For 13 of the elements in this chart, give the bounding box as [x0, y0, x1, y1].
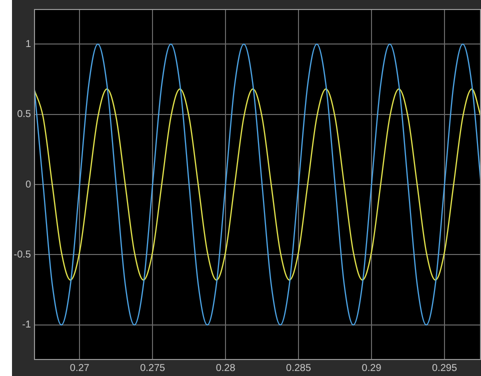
y-tick-label: -0.5	[14, 249, 32, 260]
x-tick-label: 0.275	[140, 362, 166, 374]
x-tick-label: 0.295	[432, 362, 458, 374]
line-series	[34, 44, 481, 326]
x-tick-label: 0.28	[216, 362, 236, 374]
y-tick-label: 0	[25, 179, 32, 190]
y-tick-label: -1	[22, 320, 32, 331]
y-tick-label: 1	[25, 38, 32, 50]
y-tick-label: 0.5	[17, 109, 32, 120]
line-series	[34, 88, 481, 281]
x-tick-label: 0.285	[286, 362, 312, 374]
x-tick-label: 0.29	[362, 362, 382, 374]
x-tick-label: 0.27	[70, 362, 90, 374]
